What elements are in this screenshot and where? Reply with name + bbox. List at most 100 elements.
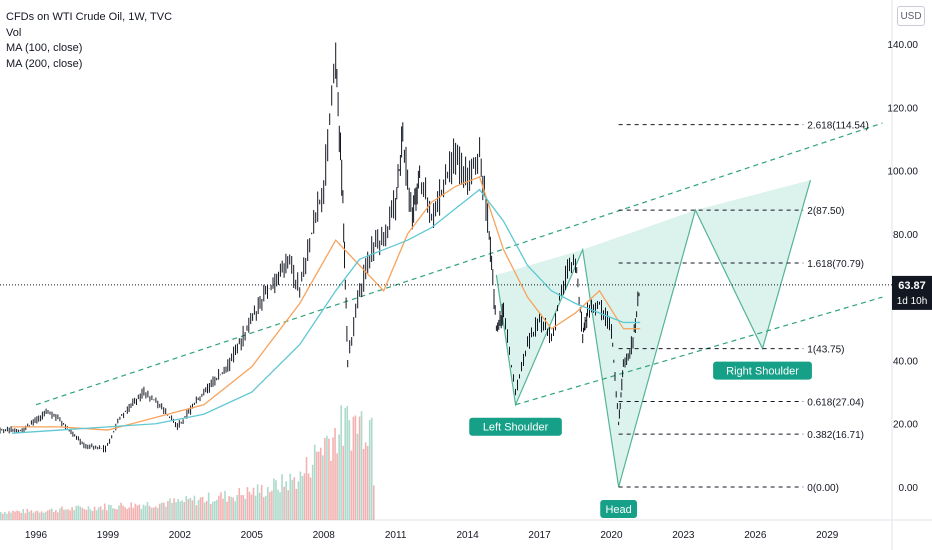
volume-bar bbox=[30, 510, 33, 520]
x-tick-label: 2026 bbox=[744, 530, 767, 541]
volume-bar bbox=[364, 442, 367, 520]
volume-bar bbox=[103, 503, 106, 520]
volume-bar bbox=[61, 506, 63, 520]
volume-bar bbox=[69, 510, 71, 520]
volume-bar bbox=[360, 411, 363, 520]
price-countdown: 1d 10h bbox=[897, 296, 928, 307]
volume-bar bbox=[305, 457, 308, 520]
volume-bar bbox=[150, 507, 153, 520]
volume-bar bbox=[16, 510, 18, 520]
volume-bar bbox=[28, 511, 31, 520]
volume-bar bbox=[181, 500, 183, 520]
volume-bar bbox=[307, 473, 310, 520]
volume-bar bbox=[46, 510, 49, 520]
volume-bar bbox=[118, 505, 120, 520]
volume-bar bbox=[287, 490, 289, 520]
x-tick-label: 2014 bbox=[456, 530, 479, 541]
volume-bar bbox=[52, 512, 55, 520]
volume-bar bbox=[218, 495, 220, 520]
volume-bar bbox=[38, 512, 41, 520]
x-tick-label: 2023 bbox=[672, 530, 695, 541]
chart-legend: CFDs on WTI Crude Oil, 1W, TVC Vol MA (1… bbox=[6, 10, 172, 72]
ma100-line bbox=[11, 176, 641, 431]
volume-bar bbox=[177, 499, 179, 520]
volume-bar bbox=[85, 509, 88, 520]
volume-bar bbox=[254, 495, 257, 520]
volume-bar bbox=[297, 481, 300, 520]
volume-bar bbox=[110, 504, 112, 520]
volume-bar bbox=[126, 508, 128, 520]
upper-channel-line bbox=[35, 122, 883, 406]
volume-bar bbox=[356, 433, 359, 520]
y-tick-label: 100.00 bbox=[887, 167, 918, 178]
volume-bar bbox=[175, 502, 177, 520]
volume-bar bbox=[50, 508, 53, 520]
volume-bar bbox=[189, 497, 192, 520]
fib-level-label: 0.382(16.71) bbox=[807, 430, 864, 441]
volume-bar bbox=[165, 506, 167, 520]
annotation-label: Head bbox=[605, 504, 631, 516]
x-tick-label: 2002 bbox=[169, 530, 192, 541]
x-tick-label: 1996 bbox=[25, 530, 48, 541]
volume-bar bbox=[285, 481, 287, 520]
y-tick-label: 20.00 bbox=[893, 420, 918, 431]
fib-level-label: 2(87.50) bbox=[807, 206, 844, 217]
volume-bar bbox=[372, 485, 375, 520]
volume-bar bbox=[262, 497, 265, 520]
volume-bar bbox=[260, 485, 263, 520]
head-area bbox=[582, 210, 696, 487]
fib-level-label: 1.618(70.79) bbox=[807, 259, 864, 270]
volume-bar bbox=[144, 505, 147, 520]
fib-level-label: 0.618(27.04) bbox=[807, 397, 864, 408]
currency-button[interactable]: USD bbox=[897, 6, 925, 26]
volume-bar bbox=[211, 501, 214, 520]
x-tick-label: 2017 bbox=[528, 530, 551, 541]
volume-bar bbox=[315, 451, 318, 520]
volume-bar bbox=[79, 506, 82, 520]
x-tick-label: 2011 bbox=[385, 530, 407, 541]
volume-bar bbox=[240, 495, 243, 520]
volume-bar bbox=[34, 511, 37, 520]
volume-bar bbox=[191, 500, 194, 520]
volume-bar bbox=[40, 511, 43, 520]
volume-bar bbox=[163, 502, 165, 520]
volume-bar bbox=[354, 415, 357, 520]
volume-bar bbox=[250, 494, 253, 520]
volume-bar bbox=[44, 511, 47, 520]
volume-bar bbox=[289, 473, 292, 520]
volume-bar bbox=[226, 501, 228, 520]
volume-bar bbox=[322, 455, 324, 520]
volume-bar bbox=[214, 501, 216, 520]
volume-bar bbox=[346, 405, 349, 520]
volume-bar bbox=[101, 509, 104, 520]
volume-bar bbox=[10, 512, 12, 520]
volume-bar bbox=[293, 477, 296, 520]
y-tick-label: 140.00 bbox=[887, 40, 918, 51]
volume-bar bbox=[108, 504, 110, 520]
volume-bar bbox=[83, 509, 86, 520]
volume-bar bbox=[301, 476, 304, 520]
volume-bar bbox=[313, 444, 316, 520]
y-tick-label: 120.00 bbox=[887, 103, 918, 114]
volume-bar bbox=[368, 420, 371, 520]
volume-bar bbox=[55, 510, 57, 520]
volume-bar bbox=[246, 487, 249, 520]
volume-bar bbox=[12, 510, 14, 520]
volume-bar bbox=[32, 512, 35, 520]
volume-bar bbox=[216, 499, 218, 520]
annotation-label: Right Shoulder bbox=[726, 366, 799, 378]
volume-bar bbox=[138, 504, 141, 520]
fib-level-label: 1(43.75) bbox=[807, 345, 844, 356]
volume-bar bbox=[24, 513, 27, 520]
volume-bar bbox=[224, 490, 226, 520]
volume-bar bbox=[2, 513, 4, 520]
volume-bar bbox=[112, 508, 114, 520]
volume-bar bbox=[291, 479, 294, 520]
volume-bar bbox=[238, 487, 241, 520]
volume-bar bbox=[332, 437, 334, 520]
volume-bar bbox=[128, 507, 131, 520]
volume-bar bbox=[338, 434, 340, 520]
volume-bar bbox=[269, 492, 271, 520]
volume-bar bbox=[344, 408, 347, 520]
